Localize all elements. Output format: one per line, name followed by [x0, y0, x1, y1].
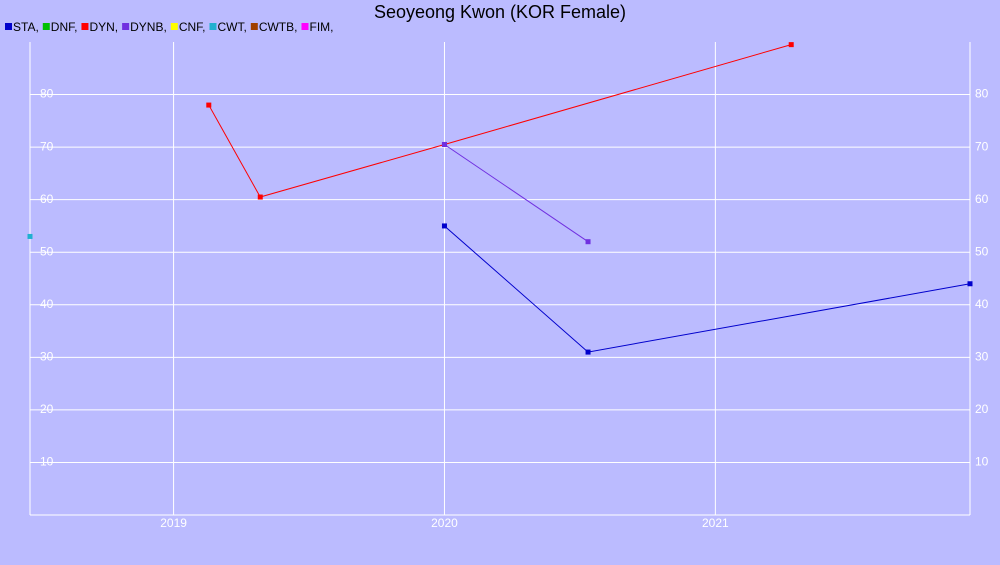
- y-tick-label: 30: [40, 350, 54, 364]
- y2-tick-label: 60: [975, 192, 989, 206]
- legend-swatch: [250, 23, 258, 30]
- legend-label: DYN,: [89, 20, 118, 34]
- point: [441, 223, 447, 229]
- chart-title: Seoyeong Kwon (KOR Female): [374, 2, 626, 22]
- legend-label: CWTB,: [259, 20, 298, 34]
- legend-swatch: [170, 23, 178, 30]
- point: [27, 233, 33, 239]
- point: [441, 141, 447, 147]
- legend-label: DNF,: [51, 20, 78, 34]
- y-tick-label: 50: [40, 244, 54, 258]
- point: [585, 349, 591, 355]
- y-tick-label: 60: [40, 192, 54, 206]
- y-tick-label: 40: [40, 297, 54, 311]
- legend-label: CWT,: [217, 20, 246, 34]
- y2-tick-label: 40: [975, 297, 989, 311]
- legend-label: STA,: [13, 20, 39, 34]
- legend-swatch: [5, 23, 12, 30]
- point: [788, 42, 794, 48]
- y-tick-label: 70: [40, 139, 54, 153]
- x-tick-label: 2019: [160, 516, 187, 530]
- series-line: [208, 44, 792, 198]
- x-tick-label: 2020: [431, 516, 458, 530]
- legend-swatch: [42, 23, 50, 30]
- legend-label: FIM,: [309, 20, 333, 34]
- legend-swatch: [81, 23, 89, 30]
- y2-tick-label: 20: [975, 402, 989, 416]
- point: [257, 194, 263, 200]
- y-tick-label: 10: [40, 455, 54, 469]
- legend-label: DYNB,: [130, 20, 167, 34]
- y2-tick-label: 70: [975, 139, 989, 153]
- x-tick-label: 2021: [702, 516, 729, 530]
- y2-tick-label: 30: [975, 350, 989, 364]
- y2-tick-label: 80: [975, 87, 989, 101]
- series-line: [444, 144, 589, 243]
- legend-swatch: [301, 23, 309, 30]
- legend-swatch: [122, 23, 130, 30]
- point: [585, 239, 591, 245]
- y-tick-label: 80: [40, 87, 54, 101]
- point: [206, 102, 212, 108]
- legend-label: CNF,: [179, 20, 206, 34]
- y2-tick-label: 10: [975, 455, 989, 469]
- y-tick-label: 20: [40, 402, 54, 416]
- legend-swatch: [209, 23, 217, 30]
- y2-tick-label: 50: [975, 244, 989, 258]
- point: [967, 281, 973, 287]
